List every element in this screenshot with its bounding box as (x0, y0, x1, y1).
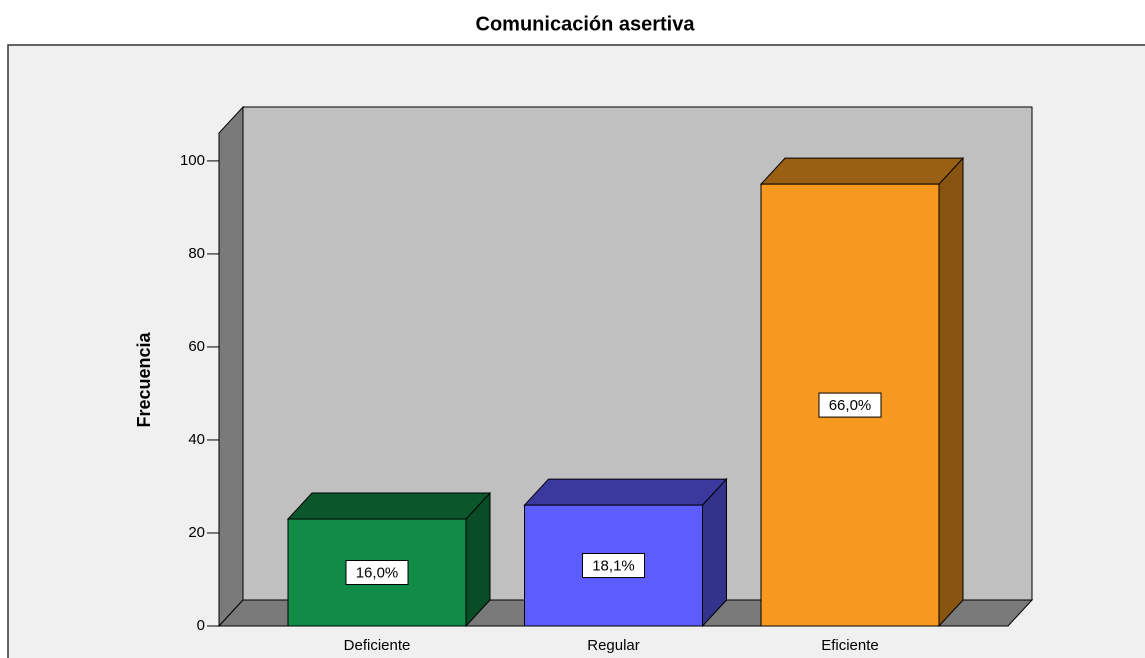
bar (759, 156, 965, 628)
y-tick-label: 100 (180, 152, 205, 169)
side-wall (218, 105, 244, 628)
bar-top (523, 478, 728, 506)
value-label-box (582, 553, 645, 579)
value-label-box (345, 560, 409, 586)
bar-top (286, 492, 492, 520)
y-tick-label: 80 (188, 245, 205, 262)
y-tick-label: 20 (188, 524, 205, 541)
bar (523, 477, 728, 628)
value-label-box (818, 392, 882, 418)
value-label: 18,1% (592, 558, 635, 575)
chart-title: Comunicación asertiva (476, 13, 696, 35)
y-tick-label: 60 (188, 338, 205, 355)
value-label: 16,0% (356, 564, 399, 581)
x-tick-label: Regular (587, 637, 640, 654)
bar (286, 491, 492, 628)
y-axis-label: Frecuencia (134, 331, 154, 427)
bar-side (938, 156, 964, 628)
value-label: 66,0% (829, 397, 872, 414)
y-tick-label: 40 (188, 431, 205, 448)
x-tick-label: Eficiente (821, 637, 879, 654)
y-tick-label: 0 (197, 617, 205, 634)
bar-top (759, 157, 965, 185)
x-tick-label: Deficiente (344, 637, 411, 654)
